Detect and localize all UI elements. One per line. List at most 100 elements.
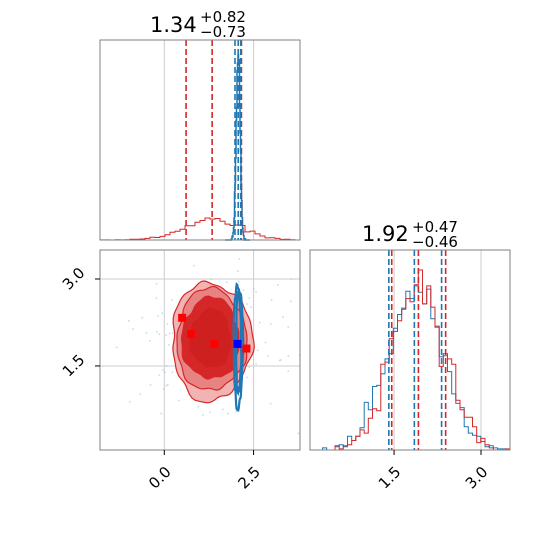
scatter-point: [193, 264, 195, 267]
scatter-point: [277, 284, 279, 286]
x0-tick-label-0: 0.0: [145, 463, 175, 493]
hist0-red-series: [99, 217, 300, 241]
scatter-point: [282, 316, 284, 318]
scatter-point: [221, 408, 224, 411]
marker-red-3: [242, 344, 251, 353]
panel-hist-param1-bg: [310, 250, 510, 450]
scatter-point: [250, 306, 252, 309]
scatter-point: [187, 290, 190, 292]
scatter-point: [132, 328, 134, 330]
title-param1-lower: −0.46: [412, 233, 458, 251]
scatter-point: [128, 320, 130, 322]
panel-2d-param0-param1: [99, 249, 301, 451]
scatter-point: [237, 270, 239, 272]
x0-tick-label-1: 2.5: [234, 463, 264, 493]
scatter-point: [270, 323, 272, 325]
scatter-point: [149, 384, 152, 386]
y1-tick-label-0: 1.5: [59, 351, 89, 381]
scatter-point: [166, 323, 169, 325]
scatter-point: [128, 401, 131, 403]
scatter-point: [297, 432, 300, 435]
scatter-point: [252, 353, 255, 356]
title-param0-lower: −0.73: [200, 23, 246, 41]
scatter-point: [178, 399, 180, 402]
scatter-point: [290, 278, 293, 280]
scatter-point: [141, 316, 144, 319]
scatter-point: [269, 402, 272, 405]
panel-hist-param0-bg: [100, 40, 300, 240]
scatter-point: [210, 278, 213, 281]
scatter-point: [267, 355, 269, 357]
x1-tick-label-1: 3.0: [462, 463, 492, 493]
scatter-point: [255, 291, 257, 293]
scatter-point: [287, 326, 289, 328]
scatter-point: [253, 287, 255, 290]
scatter-point: [227, 412, 229, 415]
scatter-point: [246, 303, 248, 305]
scatter-point: [145, 332, 148, 334]
scatter-point: [171, 299, 173, 301]
scatter-point: [155, 282, 158, 285]
scatter-point: [287, 355, 290, 357]
scatter-point: [248, 366, 250, 368]
scatter-point: [278, 359, 281, 362]
title-param1: 1.92: [362, 222, 409, 246]
scatter-point: [255, 363, 257, 365]
scatter-point: [238, 258, 241, 260]
scatter-point: [155, 297, 158, 299]
scatter-point: [171, 332, 174, 334]
scatter-point: [290, 300, 292, 303]
scatter-point: [149, 340, 151, 342]
scatter-point: [225, 281, 228, 283]
scatter-point: [165, 334, 168, 336]
scatter-point: [115, 346, 118, 349]
scatter-point: [258, 321, 261, 324]
scatter-point: [167, 383, 169, 386]
scatter-point: [235, 410, 237, 413]
scatter-point: [270, 299, 273, 301]
scatter-point: [164, 371, 166, 373]
y1-tick-label-1: 3.0: [59, 264, 89, 294]
title-param0-upper: +0.82: [200, 8, 246, 26]
scatter-point: [169, 332, 171, 335]
scatter-point: [287, 370, 290, 373]
scatter-point: [280, 359, 282, 361]
panel-hist-param0: 1.34 +0.82 −0.73: [99, 8, 301, 241]
title-param1-upper: +0.47: [412, 218, 458, 236]
scatter-point: [248, 297, 251, 299]
scatter-point: [171, 371, 174, 374]
scatter-point: [237, 280, 240, 283]
marker-blue-0: [233, 339, 242, 348]
scatter-point: [242, 289, 245, 291]
title-param0: 1.34: [150, 13, 197, 37]
x1-tick-label-0: 1.5: [375, 463, 405, 493]
panel-hist-param1: 1.92 +0.47 −0.46: [309, 218, 511, 451]
scatter-point: [168, 344, 170, 346]
scatter-point: [256, 349, 259, 352]
scatter-point: [264, 341, 267, 344]
contour-red-core: [188, 306, 233, 369]
panel-hist-param0-frame: [99, 39, 301, 241]
scatter-point: [165, 384, 168, 387]
scatter-point: [158, 333, 161, 336]
marker-red-0: [178, 313, 187, 322]
panel-hist-param1-frame: [309, 249, 511, 451]
scatter-point: [209, 411, 211, 414]
scatter-point: [162, 388, 165, 390]
scatter-point: [197, 405, 200, 408]
scatter-point: [139, 393, 142, 395]
scatter-point: [161, 312, 163, 314]
scatter-point: [161, 369, 164, 371]
hist1-blue-series: [310, 285, 510, 451]
scatter-point: [160, 412, 162, 415]
panel-2d-frame: [99, 249, 301, 451]
scatter-point: [202, 414, 204, 416]
marker-red-1: [187, 330, 196, 339]
scatter-point: [246, 376, 248, 379]
hist1-red-series: [310, 269, 511, 451]
scatter-point: [156, 331, 158, 333]
scatter-point: [158, 374, 161, 376]
scatter-point: [165, 365, 168, 367]
scatter-point: [157, 315, 159, 317]
